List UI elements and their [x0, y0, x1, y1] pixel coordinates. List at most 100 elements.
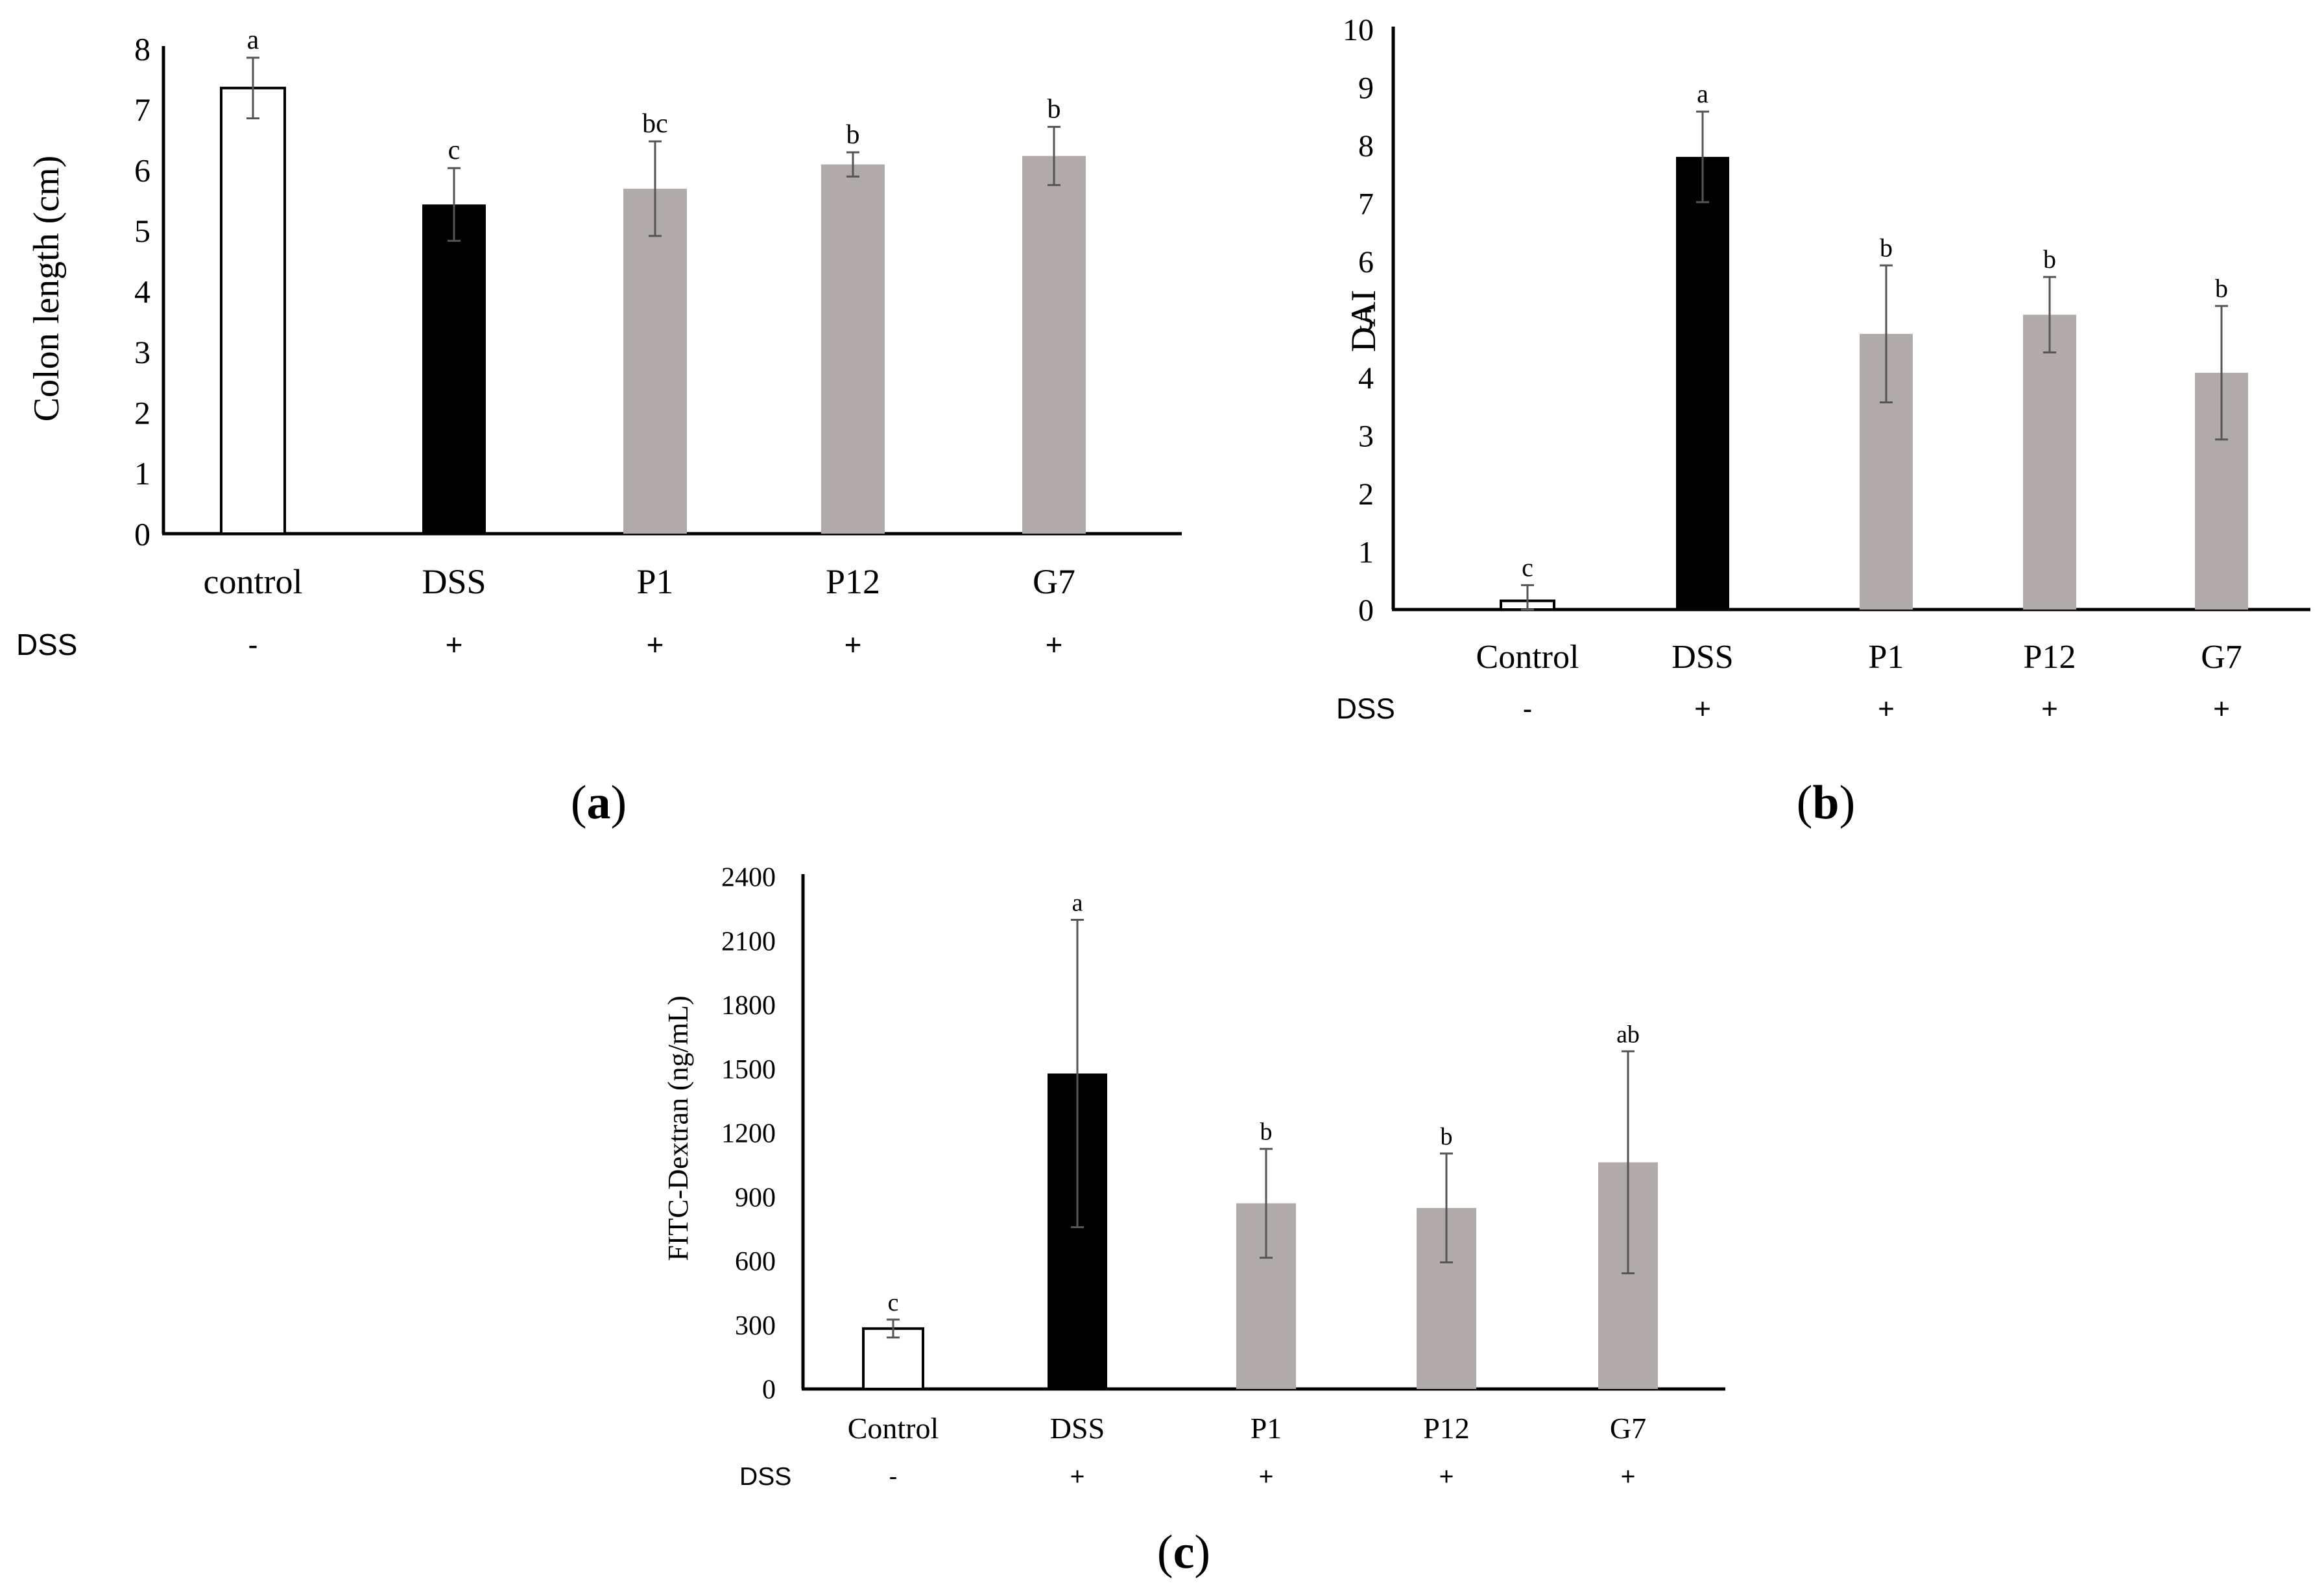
- y-tick-label: 0: [1358, 593, 1374, 628]
- significance-letter: bc: [642, 109, 668, 139]
- y-axis-title: DAI: [1344, 290, 1383, 352]
- category-label: P12: [826, 562, 880, 601]
- dss-sign: -: [1523, 693, 1533, 725]
- dss-sign: +: [446, 628, 463, 661]
- y-tick-label: 5: [1358, 303, 1374, 337]
- category-label: DSS: [1050, 1412, 1105, 1445]
- y-tick-label: 9: [1358, 71, 1374, 105]
- category-label: control: [204, 562, 303, 601]
- dss-sign: +: [647, 628, 664, 661]
- significance-letter: a: [1697, 79, 1708, 108]
- dss-sign: +: [2213, 693, 2230, 725]
- dss-row-label: DSS: [739, 1463, 791, 1491]
- dss-sign: +: [1259, 1463, 1274, 1491]
- y-tick-label: 900: [735, 1183, 776, 1213]
- dss-sign: -: [248, 628, 258, 661]
- significance-letter: a: [1072, 889, 1083, 916]
- significance-letter: c: [1522, 552, 1533, 582]
- category-label: P12: [1423, 1412, 1470, 1445]
- panel-caption: (c): [1157, 1526, 1210, 1579]
- bar-p12: [2023, 314, 2076, 610]
- significance-letter: b: [846, 120, 860, 150]
- dss-sign: +: [845, 628, 862, 661]
- y-axis-title: Colon length (cm): [27, 156, 67, 422]
- dss-sign: +: [2041, 693, 2058, 725]
- caption-paren-open: (: [1797, 776, 1813, 829]
- y-tick-label: 6: [134, 152, 150, 189]
- y-tick-label: 2: [134, 395, 150, 431]
- dss-sign: +: [1439, 1463, 1454, 1491]
- panel-caption: (a): [571, 776, 627, 829]
- significance-letter: b: [1260, 1119, 1273, 1146]
- bar-dss: [422, 204, 486, 534]
- dss-sign: +: [1070, 1463, 1085, 1491]
- panel-caption: (b): [1797, 776, 1855, 829]
- y-tick-label: 5: [134, 213, 150, 249]
- dss-row-label: DSS: [1336, 693, 1395, 725]
- y-tick-label: 7: [134, 91, 150, 128]
- significance-letter: a: [247, 25, 259, 55]
- bar-p1: [623, 188, 687, 534]
- significance-letter: c: [448, 136, 461, 165]
- y-tick-label: 8: [1358, 129, 1374, 163]
- significance-letter: ab: [1616, 1021, 1640, 1048]
- category-label: P1: [1869, 639, 1904, 676]
- bar-p12: [821, 164, 885, 534]
- y-tick-label: 0: [762, 1375, 776, 1405]
- bar-control: [220, 86, 286, 535]
- significance-letter: b: [1880, 233, 1893, 262]
- bar-g7: [1022, 156, 1086, 534]
- panel-b-dai-chart: 0 1 2 3 4 5 6 7 8 9 10 DAI c Control - a DSS + b P1 + b P12 + b G…: [1336, 13, 2310, 829]
- category-label: P12: [2024, 639, 2076, 676]
- bar-control: [862, 1327, 924, 1391]
- y-tick-label: 0: [134, 516, 150, 552]
- category-label: DSS: [1671, 639, 1733, 676]
- y-tick-label: 8: [134, 31, 150, 67]
- caption-paren-open: (: [571, 776, 587, 829]
- caption-paren-close: ): [611, 776, 627, 829]
- panel-a-colon-length-chart: 0 1 2 3 4 5 6 7 8 Colon length (cm) a control - c DSS +…: [16, 25, 1182, 829]
- caption-letter: a: [587, 776, 611, 829]
- y-tick-label: 7: [1358, 187, 1374, 221]
- dss-sign: +: [1694, 693, 1711, 725]
- y-tick-label: 300: [735, 1311, 776, 1341]
- significance-letter: b: [1441, 1123, 1453, 1150]
- category-label: P1: [636, 562, 673, 601]
- dss-sign: +: [1621, 1463, 1636, 1491]
- y-tick-label: 6: [1358, 245, 1374, 279]
- caption-paren-open: (: [1157, 1526, 1173, 1579]
- dss-row-label: DSS: [16, 628, 77, 661]
- y-tick-label: 1: [1358, 535, 1374, 569]
- y-tick-label: 10: [1343, 13, 1374, 47]
- category-label: Control: [1476, 639, 1579, 676]
- caption-letter: b: [1812, 776, 1839, 829]
- y-axis-title: FITC-Dextran (ng/mL): [662, 995, 694, 1261]
- y-tick-label: 3: [1358, 419, 1374, 453]
- significance-letter: b: [2043, 244, 2056, 274]
- bar-dss: [1676, 156, 1729, 610]
- category-label: P1: [1251, 1412, 1282, 1445]
- y-tick-label: 2100: [721, 927, 776, 956]
- y-tick-label: 600: [735, 1247, 776, 1277]
- category-label: G7: [1610, 1412, 1646, 1445]
- caption-paren-close: ): [1839, 776, 1856, 829]
- significance-letter: b: [2215, 274, 2228, 303]
- category-label: DSS: [422, 562, 486, 601]
- y-tick-label: 1: [134, 455, 150, 492]
- y-tick-label: 2400: [721, 863, 776, 893]
- significance-letter: c: [888, 1289, 899, 1316]
- y-tick-label: 1800: [721, 991, 776, 1021]
- caption-letter: c: [1173, 1526, 1195, 1579]
- y-tick-label: 4: [1358, 361, 1374, 396]
- dss-sign: +: [1878, 693, 1895, 725]
- caption-paren-close: ): [1194, 1526, 1210, 1579]
- panel-c-fitc-dextran-chart: 0 300 600 900 1200 1500 1800 2100 2400 FITC-Dextr…: [662, 863, 1725, 1579]
- y-tick-label: 1200: [721, 1119, 776, 1149]
- y-tick-label: 2: [1358, 477, 1374, 512]
- category-label: G7: [2201, 639, 2242, 676]
- dss-sign: -: [889, 1463, 897, 1491]
- dss-sign: +: [1046, 628, 1063, 661]
- y-tick-label: 3: [134, 334, 150, 370]
- y-tick-label: 1500: [721, 1055, 776, 1085]
